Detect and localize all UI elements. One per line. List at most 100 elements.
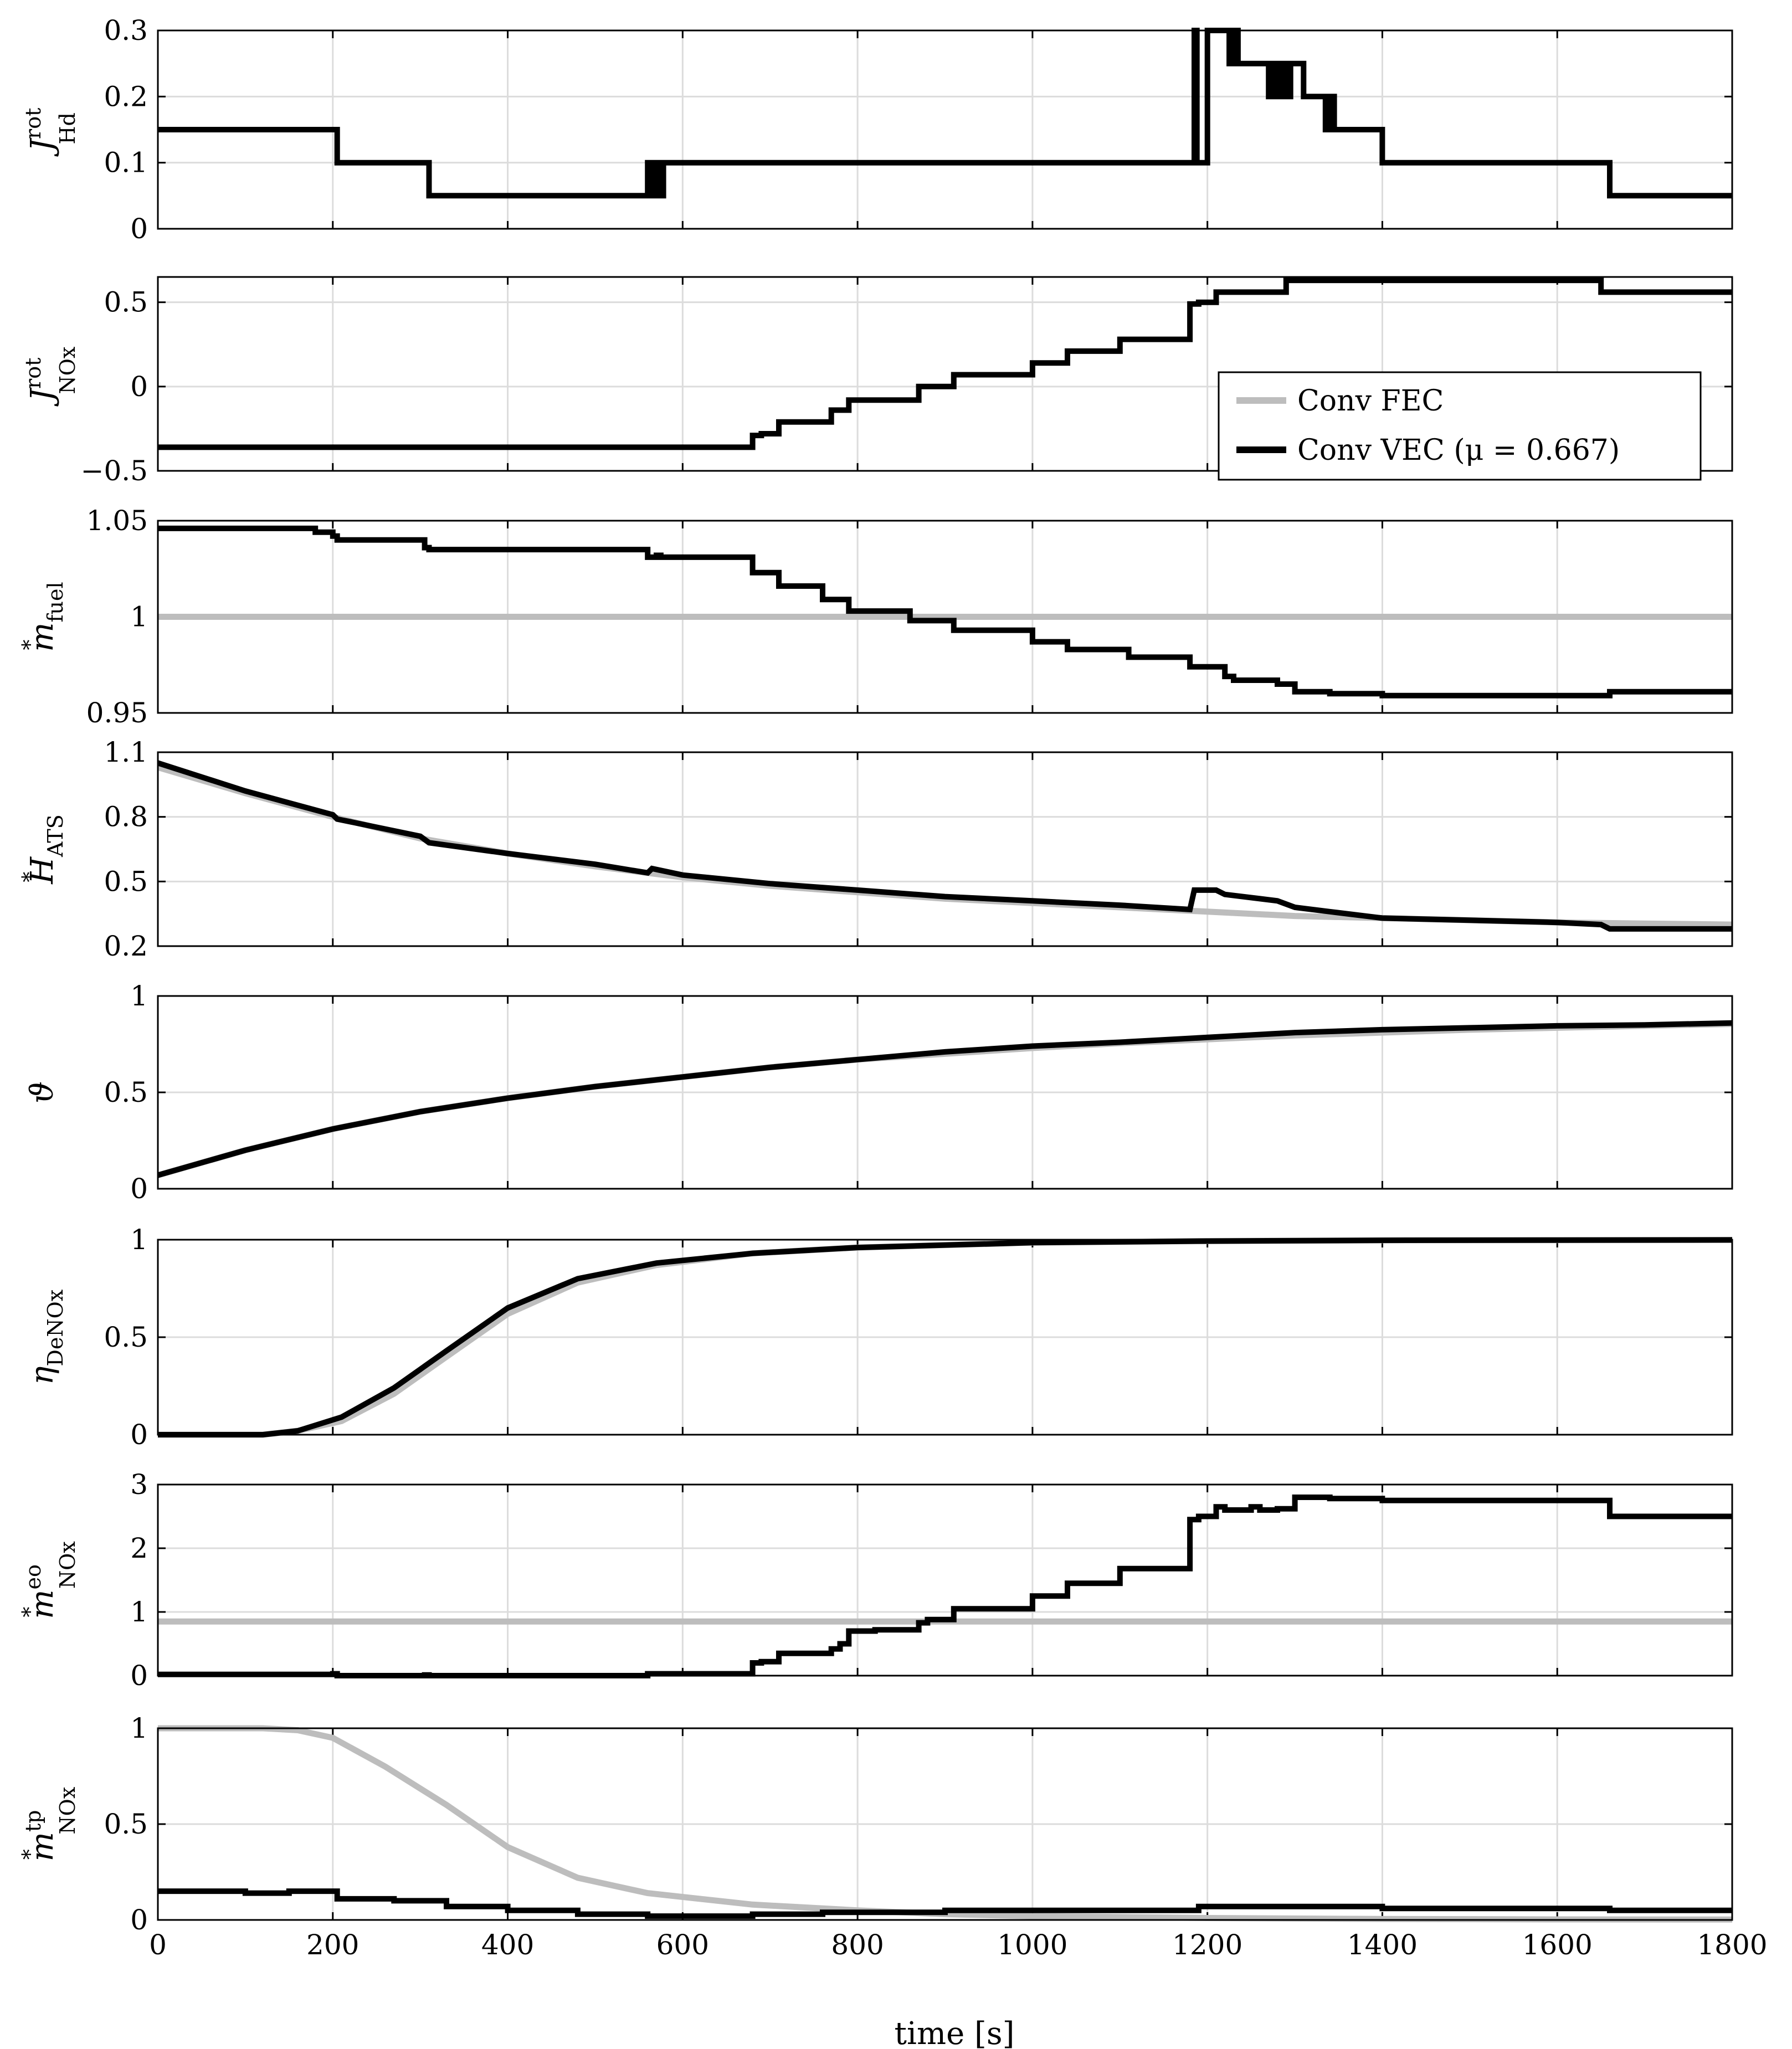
y-axis-label-part: ϑ	[24, 1081, 60, 1103]
y-axis-label-part: *	[18, 1849, 42, 1860]
y-axis-label: ηDeNOx	[24, 1290, 68, 1385]
y-axis-label-part: m	[24, 1832, 60, 1861]
y-axis-label-part: Hd	[55, 112, 80, 144]
y-axis-label-part: *	[18, 1607, 42, 1617]
series-line-vec	[158, 1888, 1732, 1919]
series-line-vec	[157, 760, 1732, 932]
x-tick-label: 1800	[1697, 1929, 1767, 1961]
y-tick-label: 1	[130, 601, 148, 633]
y-tick-label: 0.5	[104, 1808, 148, 1840]
y-tick-label: 0.2	[104, 930, 148, 962]
y-tick-label: 0.1	[104, 147, 148, 179]
y-axis-label-part: ATS	[43, 814, 68, 857]
x-tick-label: 1400	[1347, 1929, 1418, 1961]
series-line-vec	[158, 28, 1732, 199]
x-axis-label: time [s]	[895, 2016, 1015, 2049]
y-axis-label-part: fuel	[43, 582, 68, 622]
plot-area	[158, 30, 1732, 229]
series-line-vec	[158, 1495, 1732, 1678]
series-line-vec	[158, 278, 1732, 450]
y-tick-label: 0.3	[104, 14, 148, 47]
plot-area	[158, 1485, 1732, 1676]
y-tick-label: 0.2	[104, 80, 148, 112]
legend: Conv FEC Conv VEC (μ = 0.667)	[1218, 371, 1702, 481]
y-axis-label: *mfuel	[18, 582, 68, 651]
y-axis-label: Jrot Hd	[21, 108, 80, 157]
plot-frame	[157, 29, 1733, 230]
y-axis-label-part: NOx	[55, 1541, 80, 1589]
panel-8: 0 0.5 1 *mtp NOx	[18, 1712, 1733, 1936]
x-tick-label: 400	[481, 1929, 534, 1961]
y-axis-label-part: m	[24, 1590, 60, 1619]
y-tick-label: 0.5	[104, 865, 148, 897]
y-tick-label: 1.05	[86, 505, 148, 537]
x-tick-label: 800	[831, 1929, 884, 1961]
x-tick-label: 1000	[997, 1929, 1067, 1961]
y-tick-label: 0	[130, 213, 148, 245]
series-line-fec	[158, 1725, 1733, 1923]
y-tick-label: 0	[130, 1173, 148, 1205]
y-axis-label-part: rot	[21, 358, 45, 389]
series-line-vec	[157, 1020, 1733, 1178]
plot-frame	[157, 1727, 1733, 1921]
y-tick-label: 0	[130, 371, 148, 403]
y-tick-label: 3	[130, 1468, 148, 1501]
legend-label-fec: Conv FEC	[1297, 384, 1444, 418]
y-axis-label-part: eo	[21, 1564, 45, 1589]
legend-label-vec: Conv VEC (μ = 0.667)	[1297, 434, 1620, 467]
series-line-vec	[158, 1237, 1733, 1437]
x-tick-label: 200	[306, 1929, 359, 1961]
plot-frame	[157, 751, 1733, 947]
plot-frame	[157, 276, 1733, 472]
y-axis-label-part: *	[18, 872, 42, 882]
y-axis-label-part: *	[18, 640, 42, 650]
y-tick-label: 1.1	[104, 736, 148, 768]
plot-frame	[157, 995, 1733, 1190]
y-tick-label: 0.8	[104, 801, 148, 833]
y-tick-label: 1	[130, 1712, 148, 1744]
x-tick-label: 1200	[1172, 1929, 1242, 1961]
plot-frame	[157, 520, 1733, 714]
y-tick-label: 1	[130, 980, 148, 1012]
panel-3: 0.95 1 1.05 *mfuel	[18, 505, 1733, 729]
plot-frame	[157, 1483, 1733, 1677]
x-tick-label: 0	[149, 1929, 167, 1961]
series-line-vec	[158, 525, 1732, 699]
y-axis-label: *meo NOx	[18, 1541, 80, 1619]
y-tick-label: 0	[130, 1904, 148, 1936]
y-axis-label: *HATS	[18, 814, 68, 885]
y-axis-label: ϑ	[24, 1081, 60, 1103]
y-axis-label-part: rot	[21, 108, 45, 139]
y-tick-label: 1	[130, 1224, 148, 1256]
x-axis: 0 200 400 600 800 1000 1200 1400 1600 1800	[149, 1929, 1768, 1961]
y-tick-label: 1	[130, 1596, 148, 1628]
x-tick-label: 1600	[1522, 1929, 1593, 1961]
y-tick-label: 0	[130, 1419, 148, 1451]
panel-7: 0 1 2 3 *meo NOx	[18, 1468, 1733, 1692]
y-axis-label-part: m	[24, 623, 60, 652]
y-axis-label: *mtp NOx	[18, 1787, 80, 1862]
y-axis-label-part: NOx	[55, 1787, 80, 1835]
y-axis-label-part: tp	[21, 1810, 45, 1832]
y-tick-label: −0.5	[81, 455, 148, 487]
y-axis-label-part: η	[24, 1367, 60, 1385]
legend-box	[1218, 371, 1702, 481]
y-axis-label-part: DeNOx	[43, 1290, 68, 1367]
panel-6: 0 0.5 1 ηDeNOx	[24, 1224, 1733, 1451]
y-tick-label: 2	[130, 1532, 148, 1564]
panel-4: 0.2 0.5 0.8 1.1 *HATS	[18, 736, 1733, 962]
y-axis-label-part: H	[24, 856, 60, 885]
x-tick-label: 600	[656, 1929, 709, 1961]
plot-frame	[157, 1239, 1733, 1436]
y-tick-label: 0.5	[104, 1076, 148, 1108]
y-tick-label: 0.5	[104, 286, 148, 319]
y-tick-label: 0	[130, 1660, 148, 1692]
y-axis-label-part: NOx	[55, 347, 80, 394]
plot-area	[158, 752, 1732, 946]
y-axis-label: Jrot NOx	[21, 347, 80, 407]
panel-5: 0 0.5 1 ϑ	[24, 980, 1733, 1205]
y-tick-label: 0.5	[104, 1321, 148, 1353]
